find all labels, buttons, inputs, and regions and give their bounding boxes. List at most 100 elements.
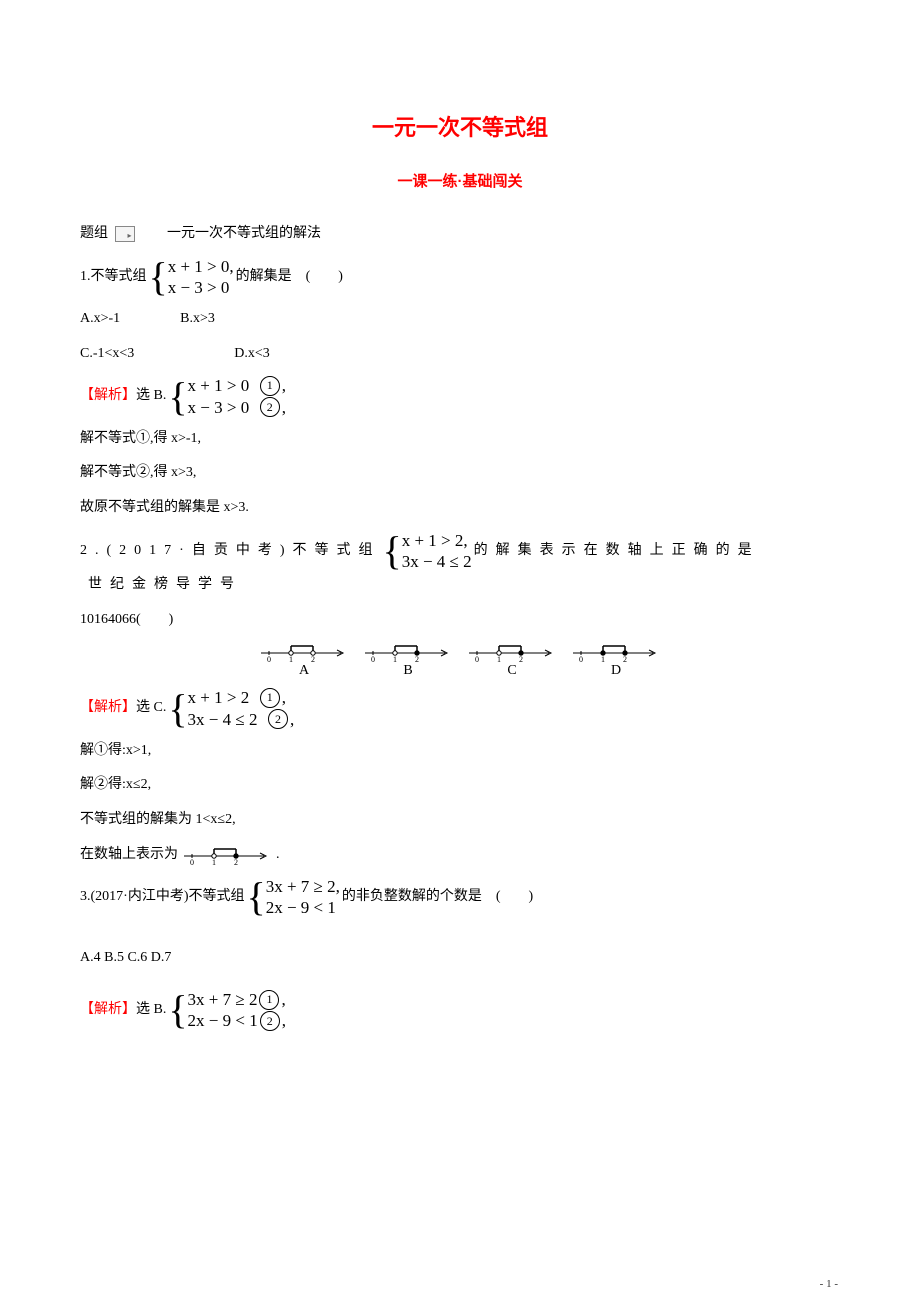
circled-1-icon: 1: [260, 688, 280, 708]
number-line-C-icon: 012: [467, 641, 557, 663]
q2-code: 10164066( ): [80, 607, 840, 634]
svg-text:2: 2: [415, 655, 419, 663]
q1-system: { x + 1 > 0, x − 3 > 0: [149, 256, 234, 299]
q1-sys-row1: x + 1 > 0,: [168, 256, 234, 277]
svg-text:0: 0: [475, 655, 479, 663]
q2-ans-r1b: ,: [282, 687, 286, 708]
q3-answer-system: { 3x + 7 ≥ 21, 2x − 9 < 12,: [168, 989, 286, 1032]
q3-stem-pre: 3.(2017·内江中考)不等式组: [80, 884, 245, 911]
q2-step4-post: .: [276, 842, 280, 869]
q1-answer-label: 【解析】: [80, 383, 136, 410]
q1-ans-r2b: ,: [282, 397, 286, 418]
q2-answer: 【解析】 选 C. { x + 1 > 2 1, 3x − 4 ≤ 2 2,: [80, 687, 840, 730]
q2-ans-r2b: ,: [290, 709, 294, 730]
q3-stem-post: 的非负整数解的个数是 ( ): [342, 884, 533, 911]
q1-sys-row2: x − 3 > 0: [168, 277, 234, 298]
q2-nl-A: 0 1 2A: [259, 641, 349, 679]
number-line-B-icon: 0 1 2: [363, 641, 453, 663]
q1-step3: 故原不等式组的解集是 x>3.: [80, 495, 840, 522]
q3-sys-row2: 2x − 9 < 1: [266, 897, 340, 918]
q2-opt-C-label: C: [507, 663, 516, 679]
q2-nl-C: 012C: [467, 641, 557, 679]
q3-ans-r2b: ,: [282, 1010, 286, 1031]
q2-step2: 解②得:x≤2,: [80, 772, 840, 799]
q2-sys-row1: x + 1 > 2,: [402, 530, 472, 551]
q1-ans-r1b: ,: [282, 375, 286, 396]
q2-stem: 2.(2017·自贡中考)不等式组 { x + 1 > 2, 3x − 4 ≤ …: [80, 530, 840, 599]
q1-stem: 1.不等式组 { x + 1 > 0, x − 3 > 0 的解集是 ( ): [80, 256, 840, 299]
q1-stem-pre: 1.不等式组: [80, 264, 147, 291]
q1-choices-row2: C.-1<x<3 D.x<3: [80, 341, 840, 368]
svg-text:0: 0: [371, 655, 375, 663]
q2-stem-post-a: 的解集表示在数轴上正确的是: [474, 538, 760, 565]
q3-ans-r1a: 3x + 7 ≥ 2: [188, 989, 258, 1010]
q1-choices-row1: A.x>-1 B.x>3: [80, 306, 840, 333]
q2-opt-B-label: B: [403, 663, 412, 679]
group-header: 题组 一元一次不等式组的解法: [80, 221, 840, 248]
q2-opt-A-label: A: [299, 663, 309, 679]
circled-2-icon: 2: [260, 1011, 280, 1031]
q2-nl-B: 0 1 2B: [363, 641, 453, 679]
q2-step4: 在数轴上表示为 0 1 2 .: [80, 842, 840, 869]
group-icon: [115, 226, 135, 242]
q2-opt-D-label: D: [611, 663, 621, 679]
q1-optC: C.-1<x<3: [80, 341, 134, 368]
q3-ans-r1b: ,: [281, 989, 285, 1010]
q1-stem-post: 的解集是 ( ): [236, 264, 343, 291]
q2-answer-label: 【解析】: [80, 695, 136, 722]
svg-text:2: 2: [623, 655, 627, 663]
q3-system: { 3x + 7 ≥ 2, 2x − 9 < 1: [247, 876, 340, 919]
svg-text:2: 2: [234, 858, 238, 866]
q3-ans-r2a: 2x − 9 < 1: [188, 1010, 258, 1031]
q2-nl-D: 0 1 2D: [571, 641, 661, 679]
q2-ans-r1a: x + 1 > 2: [188, 687, 250, 708]
q2-system: { x + 1 > 2, 3x − 4 ≤ 2: [383, 530, 472, 573]
svg-text:1: 1: [601, 655, 605, 663]
q2-stem-post-b: 世纪金榜导学号: [88, 572, 242, 599]
q3-answer: 【解析】 选 B. { 3x + 7 ≥ 21, 2x − 9 < 12,: [80, 989, 840, 1032]
q3-sys-row1: 3x + 7 ≥ 2,: [266, 876, 340, 897]
svg-text:1: 1: [212, 858, 216, 866]
q3-stem: 3.(2017·内江中考)不等式组 { 3x + 7 ≥ 2, 2x − 9 <…: [80, 876, 840, 919]
svg-text:0: 0: [190, 858, 194, 866]
q2-ans-r2a: 3x − 4 ≤ 2: [188, 709, 258, 730]
svg-text:0: 0: [579, 655, 583, 663]
number-line-D-icon: 0 1 2: [571, 641, 661, 663]
svg-text:2: 2: [311, 655, 315, 663]
q2-step4-pre: 在数轴上表示为: [80, 842, 178, 869]
group-label: 一元一次不等式组的解法: [167, 226, 321, 241]
q2-step1: 解①得:x>1,: [80, 738, 840, 765]
q2-answer-system: { x + 1 > 2 1, 3x − 4 ≤ 2 2,: [168, 687, 294, 730]
q3-choices: A.4 B.5 C.6 D.7: [80, 945, 840, 972]
number-line-inline-icon: 0 1 2: [182, 844, 272, 866]
q3-answer-label: 【解析】: [80, 997, 136, 1024]
svg-text:1: 1: [393, 655, 397, 663]
q1-step1: 解不等式①,得 x>-1,: [80, 426, 840, 453]
q2-numberlines: 012A 012B 012C 012D: [80, 641, 840, 679]
q2-sys-row2: 3x − 4 ≤ 2: [402, 551, 472, 572]
q1-answer: 【解析】 选 B. { x + 1 > 0 1, x − 3 > 0 2,: [80, 375, 840, 418]
group-prefix: 题组: [80, 226, 108, 241]
circled-1-icon: 1: [260, 376, 280, 396]
q1-optA: A.x>-1: [80, 306, 120, 333]
q1-optD: D.x<3: [234, 341, 270, 368]
q1-ans-r1a: x + 1 > 0: [188, 375, 250, 396]
page-number: - 1 -: [820, 1278, 838, 1290]
q1-ans-r2a: x − 3 > 0: [188, 397, 250, 418]
svg-text:2: 2: [519, 655, 523, 663]
q1-answer-system: { x + 1 > 0 1, x − 3 > 0 2,: [168, 375, 286, 418]
svg-text:1: 1: [289, 655, 293, 663]
q3-answer-pick: 选 B.: [136, 997, 166, 1024]
circled-2-icon: 2: [268, 709, 288, 729]
document-title: 一元一次不等式组: [80, 110, 840, 142]
q2-answer-pick: 选 C.: [136, 695, 166, 722]
svg-text:0: 0: [267, 655, 271, 663]
number-line-A-icon: 0 1 2: [259, 641, 349, 663]
q2-stem-pre: 2.(2017·自贡中考)不等式组: [80, 538, 381, 565]
circled-2-icon: 2: [260, 397, 280, 417]
q1-step2: 解不等式②,得 x>3,: [80, 460, 840, 487]
q2-step3: 不等式组的解集为 1<x≤2,: [80, 807, 840, 834]
q1-answer-pick: 选 B.: [136, 383, 166, 410]
circled-1-icon: 1: [259, 990, 279, 1010]
document-subtitle: 一课一练·基础闯关: [80, 170, 840, 191]
